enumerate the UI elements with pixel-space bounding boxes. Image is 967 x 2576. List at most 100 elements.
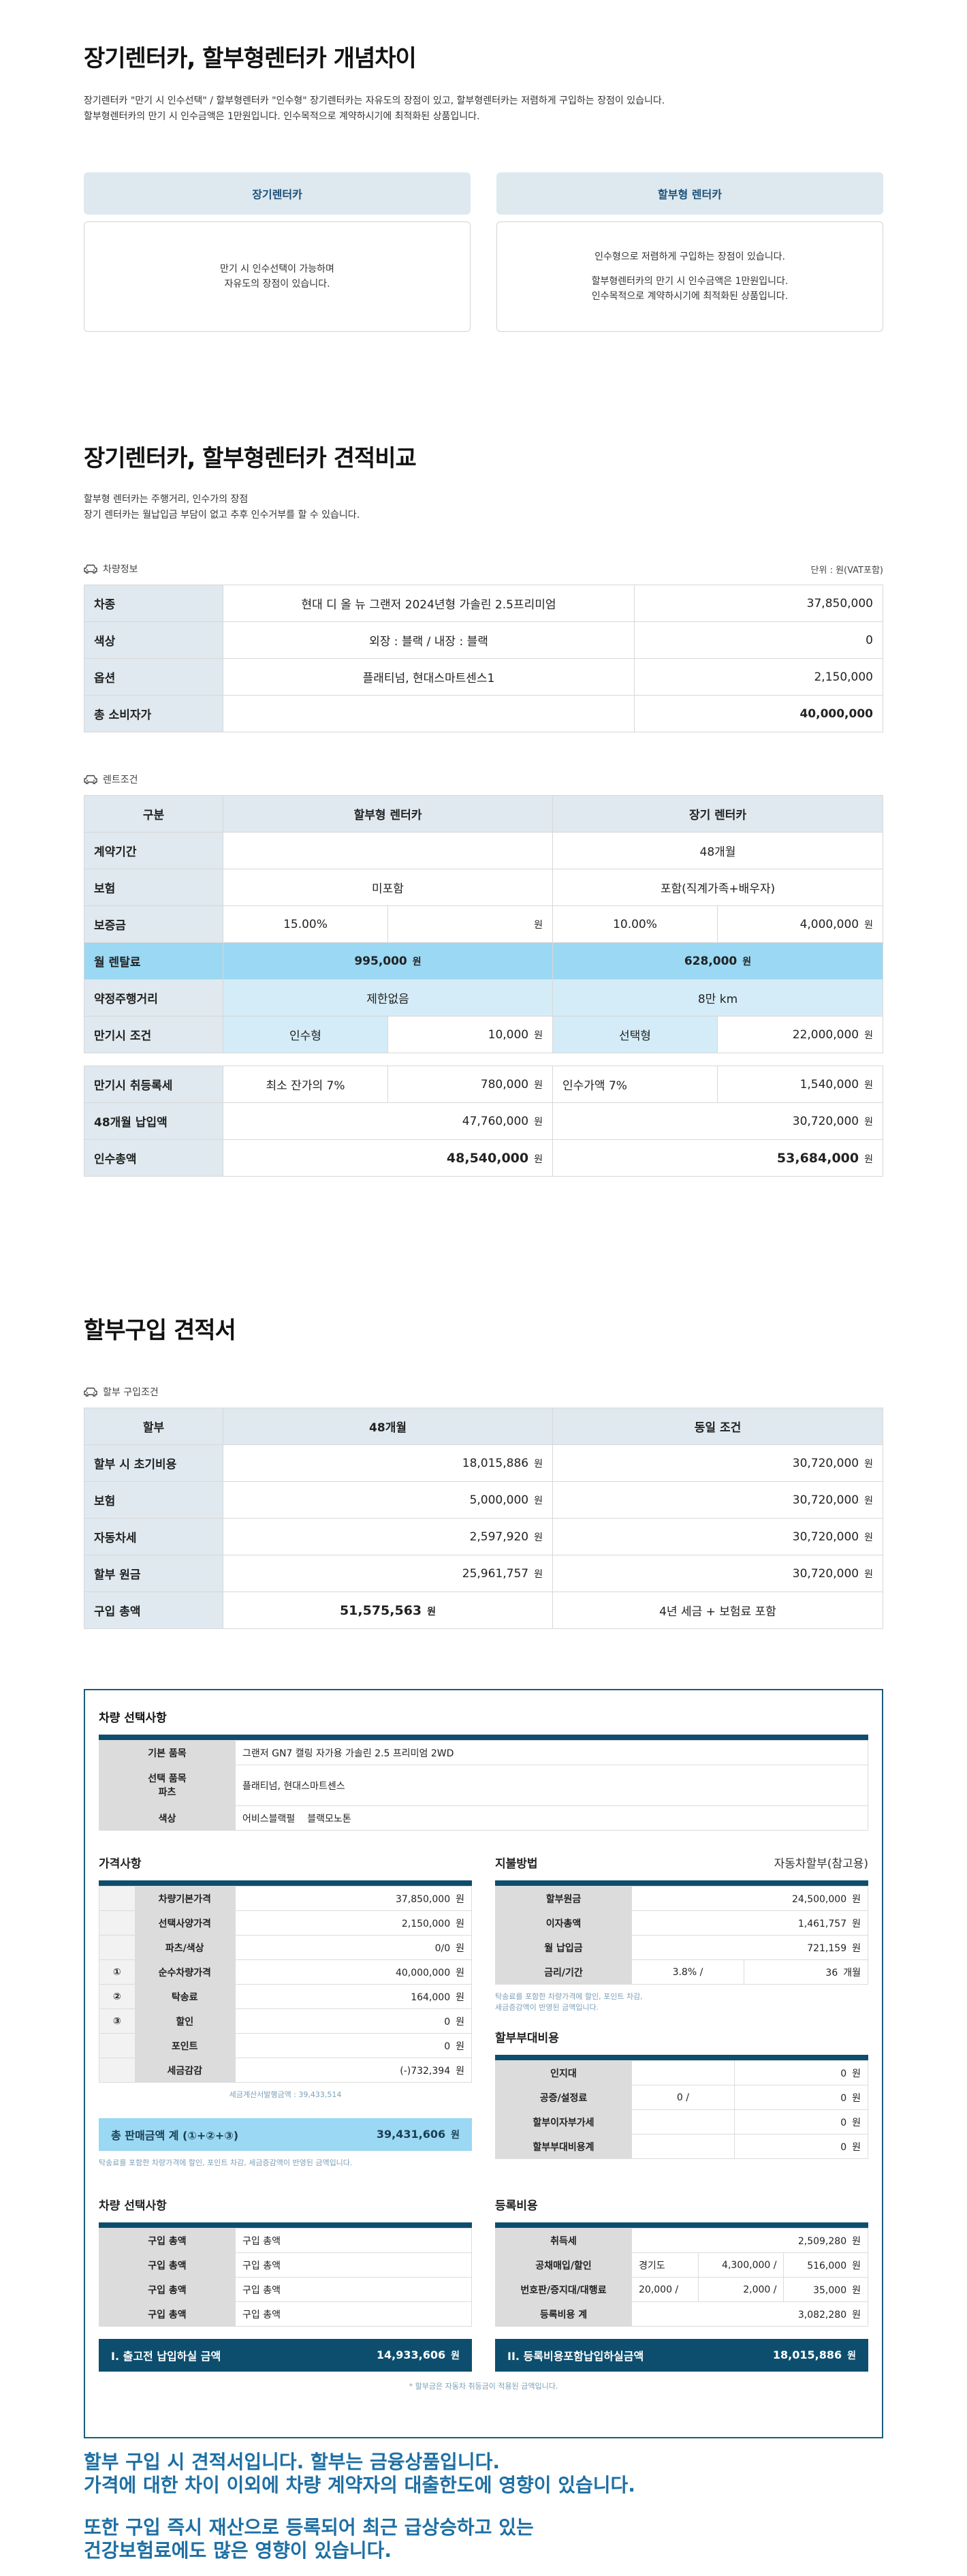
payment-note: 세금증감액이 반영된 금액입니다. — [495, 2003, 599, 2012]
maturity-a-amount: 10,000 — [488, 1027, 529, 1042]
divider-bar — [99, 1735, 868, 1740]
installment-rent-line: 인수목적으로 계약하시기에 최적화된 상품입니다. — [591, 291, 789, 302]
won-unit: 원 — [864, 1029, 873, 1041]
won-unit: 원 — [534, 1532, 543, 1543]
won-unit: 원 — [412, 956, 422, 967]
won-unit: 원 — [456, 1918, 464, 1929]
row-label: 선택 품목 — [148, 1773, 187, 1784]
row-price: 37,850,000 — [634, 585, 883, 622]
row-label: 차량기본가격 — [134, 1886, 236, 1911]
header-cell: 장기 렌터카 — [552, 795, 883, 833]
table-row: 옵션 플래티넘, 현대스마트센스1 2,150,000 — [84, 658, 883, 696]
registration-total-value: 18,015,886 — [772, 2348, 842, 2361]
row-label: 공채매입/할인 — [495, 2252, 632, 2278]
total-b: 4년 세금 + 보험료 포함 — [552, 1592, 883, 1629]
table-row: 금리/기간 3.8% / 36 개월 — [495, 1959, 869, 1985]
row-label: 기본 품목 — [99, 1740, 236, 1765]
row-value: (-)732,394 — [400, 2065, 451, 2077]
installment-rent-line: 할부형렌터카의 만기 시 인수금액은 1만원입니다. — [591, 276, 789, 287]
table-row: 색상 외장 : 블랙 / 내장 : 블랙 0 — [84, 621, 883, 659]
long-rent-line: 자유도의 장점이 있습니다. — [224, 279, 330, 290]
table-row: 공증/설정료 0 / 0 원 — [495, 2085, 869, 2110]
paid-b: 30,720,000 — [792, 1114, 859, 1128]
won-unit: 원 — [864, 1495, 873, 1506]
payment-column: 지불방법 자동차할부(참고용) 할부원금 24,500,000 원 이자총액 1,461… — [495, 1854, 869, 2169]
installment-table: 할부 48개월 동일 조건 할부 시 초기비용 18,015,886 원 30,720,0… — [84, 1408, 883, 1629]
row-value: 40,000,000 — [395, 1967, 451, 1978]
table-row: 보험 미포함 포함(직계가족+배우자) — [84, 869, 883, 906]
installment-rent-card: 할부형 렌터카 인수형으로 저렴하게 구입하는 장점이 있습니다. 할부형렌터카… — [496, 172, 883, 332]
table-row: 번호판/증지대/대행료 20,000 /2,000 / 35,000 원 — [495, 2277, 868, 2302]
concept-desc-2: 할부형렌터카의 만기 시 인수금액은 1만원입니다. 인수목적으로 계약하시기에… — [84, 111, 480, 122]
subsidiary-title: 할부부대비용 — [495, 2032, 559, 2045]
tax-b-amount: 1,540,000 — [799, 1077, 859, 1091]
rent-caption-text: 렌트조건 — [103, 775, 138, 786]
warning-line: 건강보험료에도 많은 영향이 있습니다. — [84, 2539, 392, 2562]
monthly-row: 월 렌탈료 995,000 원 628,000 원 — [84, 942, 883, 980]
header-cell: 48개월 — [223, 1408, 553, 1445]
row-label: 공증/설정료 — [495, 2085, 632, 2110]
total-sales-label: 총 판매금액 계 (①+②+③) — [111, 2129, 239, 2142]
won-unit: 원 — [864, 1458, 873, 1470]
row-value: 3,082,280 — [797, 2309, 847, 2321]
payment-type: 자동차할부(참고용) — [774, 1857, 868, 1871]
vehicle-info-table: 차종 현대 디 올 뉴 그랜저 2024년형 가솔린 2.5프리미엄 37,850,… — [84, 585, 883, 732]
row-label: 선택사양가격 — [134, 1910, 236, 1936]
won-unit: 원 — [534, 1029, 543, 1041]
row-label: 인지대 — [495, 2060, 632, 2085]
installment-title: 할부구입 견적서 — [84, 1317, 236, 1344]
pre-delivery-bar: I. 출고전 납입하실 금액 14,933,606 원 — [99, 2339, 472, 2372]
total-a: 48,540,000 — [446, 1150, 529, 1166]
row-value: 0 — [444, 2040, 451, 2052]
table-row: 총 소비자가 40,000,000 — [84, 695, 883, 732]
compare-title: 장기렌터카, 할부형렌터카 견적비교 — [84, 445, 417, 472]
won-unit: 원 — [456, 1893, 464, 1905]
row-desc: 외장 : 블랙 / 내장 : 블랙 — [223, 621, 635, 659]
value-b: 30,720,000 — [792, 1456, 859, 1470]
won-unit: 원 — [864, 1568, 873, 1580]
installment-rent-line: 인수형으로 저렴하게 구입하는 장점이 있습니다. — [595, 251, 785, 262]
row-value: 2,150,000 — [401, 1918, 451, 1929]
row-label: 할부 원금 — [84, 1555, 223, 1592]
installment-rent-head: 할부형 렌터카 — [496, 172, 883, 215]
won-unit: 원 — [852, 2284, 861, 2296]
row-value: 2,509,280 — [797, 2235, 847, 2247]
won-unit: 원 — [456, 1942, 464, 1954]
value-a: 18,015,886 — [462, 1456, 529, 1470]
row-label: 48개월 납입액 — [84, 1102, 223, 1140]
compare-desc-2: 장기 렌터카는 월납입금 부담이 없고 추후 인수거부를 할 수 있습니다. — [84, 510, 360, 521]
table-row: 공채매입/할인 경기도 4,300,000 / 516,000 원 — [495, 2252, 868, 2278]
row-index — [99, 1886, 135, 1911]
tax-b-desc: 인수가액 7% — [552, 1066, 718, 1103]
mileage-a: 제한없음 — [223, 979, 553, 1017]
selection2-table: 구입 총액 구입 총액 구입 총액 구입 총액 구입 총액 구입 총액 구입 총액 구입… — [99, 2228, 472, 2327]
row-label: 등록비용 계 — [495, 2301, 632, 2327]
row-desc — [223, 695, 635, 732]
row-label: 구입 총액 — [99, 2277, 236, 2302]
monthly-a: 995,000 — [354, 954, 407, 968]
row-value: 37,850,000 — [395, 1893, 451, 1905]
row-price: 40,000,000 — [634, 695, 883, 732]
header-cell: 할부 — [84, 1408, 223, 1445]
row-label: 약정주행거리 — [84, 979, 223, 1017]
maturity-a-type: 인수형 — [223, 1016, 388, 1053]
plate-fee: 20,000 / — [631, 2277, 699, 2302]
won-unit: 원 — [852, 1893, 861, 1905]
mileage-b: 8만 km — [552, 979, 883, 1017]
won-unit: 원 — [534, 1079, 543, 1091]
table-row: 할부부대비용계 0 원 — [495, 2134, 869, 2159]
rent-condition-table: 구분 할부형 렌터카 장기 렌터카 계약기간 48개월 보험 미포함 포함(직계가족+배우… — [84, 795, 883, 1053]
table-row: 보증금 15.00% 원 10.00% 4,000,000 원 — [84, 905, 883, 943]
price-note: 세금계산서발행금액 : 39,433,514 — [229, 2090, 342, 2099]
value-a: 2,597,920 — [469, 1530, 529, 1544]
row-label: 만기시 취등록세 — [84, 1066, 223, 1103]
won-unit: 원 — [864, 1079, 873, 1091]
row-label: 보험 — [84, 869, 223, 906]
table-row: 구입 총액 구입 총액 — [99, 2252, 472, 2278]
table-row: ② 탁송료 164,000 원 — [99, 1984, 472, 2009]
won-unit: 원 — [864, 919, 873, 931]
table-row: 월 납입금 721,159 원 — [495, 1935, 868, 1960]
row-label: 할부 시 초기비용 — [84, 1444, 223, 1482]
row-label: 색상 — [84, 621, 223, 659]
long-rent-line: 만기 시 인수선택이 가능하며 — [220, 264, 334, 275]
